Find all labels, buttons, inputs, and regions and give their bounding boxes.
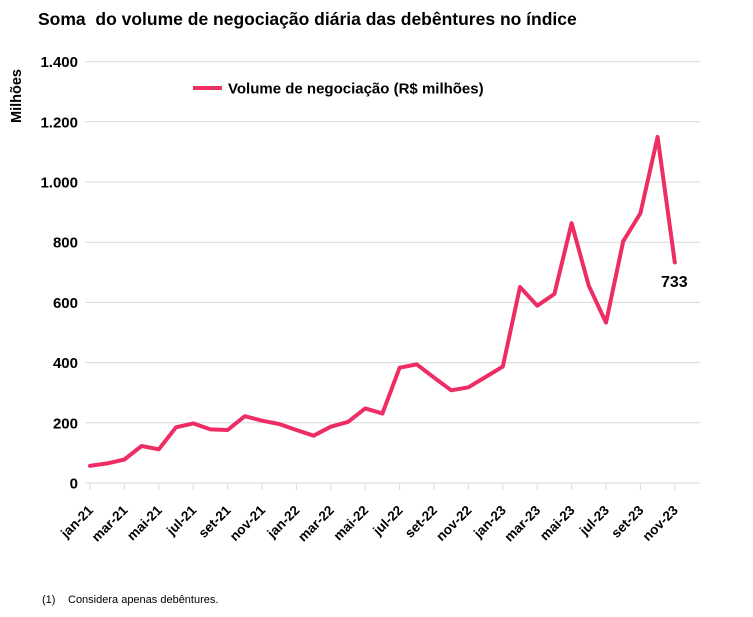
footnote-text: Considera apenas debêntures. [68,594,218,606]
y-axis-tick-labels: 1.400 1.200 1.000 800 600 400 200 0 [40,54,78,492]
volume-line-series [88,134,677,468]
x-tick-label: mar-21 [89,502,131,544]
x-tick-label: mai-23 [537,502,578,543]
x-tick-label: mai-22 [330,503,371,544]
y-tick-label: 200 [53,415,78,432]
y-tick-label: 800 [53,235,78,252]
y-tick-label: 1.200 [40,114,78,131]
x-tick-label: mai-21 [124,502,165,543]
x-tick-label: mar-23 [501,502,543,544]
gridlines [85,61,700,484]
last-point-data-label: 733 [661,274,688,291]
y-tick-label: 400 [53,355,78,372]
x-tick-label: jul-23 [576,502,613,539]
x-tick-label: nov-21 [227,502,269,544]
x-tick-label: jul-21 [163,502,200,539]
x-tick-label: nov-23 [640,502,682,544]
y-axis-title: Milhões [9,69,25,123]
y-tick-label: 1.000 [40,175,78,192]
y-tick-label: 600 [53,295,78,312]
legend-label: Volume de negociação (R$ milhões) [228,81,484,98]
y-tick-label: 1.400 [40,54,78,71]
footnote-marker: (1) [42,594,55,606]
x-tick-label: jul-22 [369,503,405,539]
y-tick-label: 0 [70,476,78,493]
x-tick-label: nov-22 [433,503,474,544]
chart-title: Soma do volume de negociação diária das … [38,9,577,29]
x-axis-tick-labels: jan-21mar-21mai-21jul-21set-21nov-21jan-… [57,484,681,544]
x-tick-label: mar-22 [295,503,337,545]
